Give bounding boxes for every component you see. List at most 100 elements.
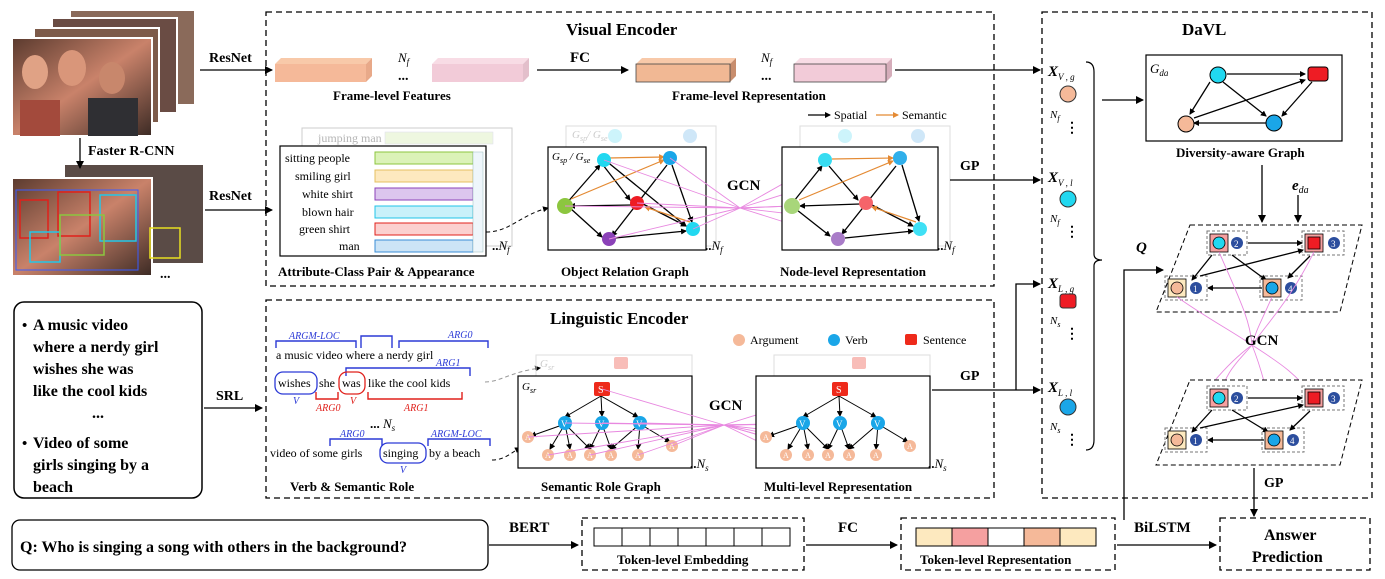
multi-level-caption: Multi-level Representation — [764, 479, 913, 494]
object-graph-caption: Object Relation Graph — [561, 264, 690, 279]
frame-features-caption: Frame-level Features — [333, 88, 451, 103]
frame-rep-caption: Frame-level Representation — [672, 88, 827, 103]
ml-node-v2: V — [836, 419, 843, 429]
frame-rep-block-2 — [793, 58, 892, 83]
sentence2-suffix: by a beach — [429, 446, 480, 460]
legend-semantic: Semantic — [902, 108, 947, 122]
tag-arg0-1: ARG0 — [447, 330, 472, 341]
ns-ml-graph: ..Ns — [928, 456, 947, 473]
tag-arg1-1: ARG1 — [435, 358, 460, 369]
ml-node-a5: A — [846, 451, 852, 460]
davl-gp-label: GP — [1264, 476, 1284, 491]
linguistic-encoder: Linguistic Encoder Argument Verb Sentenc… — [265, 280, 1041, 499]
sr-node-a2: A — [545, 451, 551, 460]
answer-prediction: Answer Prediction — [1219, 517, 1371, 571]
legend-argument: Argument — [750, 333, 799, 347]
faster-rcnn-label: Faster R-CNN — [88, 144, 174, 159]
question-box: Q: Who is singing a song with others in … — [11, 519, 489, 571]
ns-sr-graph: ..Ns — [690, 456, 709, 473]
token-rep-caption: Token-level Representation — [920, 552, 1072, 567]
nf-node: ..Nf — [937, 238, 956, 255]
xlg-arrow — [1015, 280, 1041, 390]
attr-to-graph-arrow — [485, 206, 549, 233]
tag-arg1-2: ARG1 — [403, 403, 428, 414]
question-text: Q: Who is singing a song with others in … — [20, 539, 407, 556]
caption-bullet-1: • — [22, 318, 27, 334]
detected-frames — [11, 163, 206, 277]
srl-to-graph-arrow — [491, 447, 521, 461]
up-num-3: 3 — [1331, 239, 1336, 249]
object-relation-graph: Gsp/ Gse Gsp / Gse — [547, 125, 717, 251]
tag-v-2: V — [350, 396, 358, 407]
sr-node-a5: A — [608, 451, 614, 460]
caption-dots: ... — [92, 405, 104, 422]
q-arrow — [1123, 266, 1164, 520]
ellipsis-top-1: ... — [398, 69, 409, 84]
low-num-4: 4 — [1290, 436, 1295, 446]
ml-node-a2: A — [783, 451, 789, 460]
node-level-caption: Node-level Representation — [780, 264, 927, 279]
col-dots-2: ⋮ — [1065, 225, 1079, 240]
caption1-line4: like the cool kids — [33, 383, 147, 400]
caption-bullet-2: • — [22, 436, 27, 452]
linguistic-gcn-label: GCN — [709, 398, 743, 414]
attr-caption: Attribute-Class Pair & Appearance — [278, 264, 475, 279]
ghost-label: jumping man — [317, 131, 382, 145]
captions-box: • A music video where a nerdy girl wishe… — [13, 301, 203, 499]
caption1-line2: where a nerdy girl — [33, 339, 159, 356]
sentence2-prefix: video of some girls — [270, 446, 363, 460]
ml-node-a4: A — [825, 451, 831, 460]
srl-label: SRL — [216, 389, 243, 404]
word-singing: singing — [383, 446, 418, 460]
caption2-line2: girls singing by a — [33, 457, 149, 474]
sr-node-a4: A — [587, 451, 593, 460]
node-level-graph — [781, 125, 951, 251]
ml-node-a1: A — [763, 433, 769, 442]
ml-node-a3: A — [805, 451, 811, 460]
diversity-aware-graph: Gda — [1145, 54, 1343, 142]
attr-bars — [374, 151, 484, 253]
ellipsis-top-2: ... — [761, 69, 772, 84]
sentence1-suffix: like the cool kids — [368, 376, 451, 390]
fc-top-label: FC — [570, 50, 590, 66]
verb-role-caption: Verb & Semantic Role — [290, 479, 414, 494]
tag-arg0-3: ARG0 — [339, 429, 364, 440]
word-was: was — [342, 376, 361, 390]
low-num-3: 3 — [1331, 394, 1336, 404]
ghost-sr-label: Gsr — [540, 358, 555, 372]
col-dots-1: ⋮ — [1065, 121, 1079, 136]
xvl-label: XV , l — [1047, 170, 1073, 188]
bert-label: BERT — [509, 520, 549, 536]
visual-gcn-label: GCN — [727, 178, 761, 194]
davl-graph-upper: 2 3 1 4 — [1155, 224, 1363, 313]
word-wishes: wishes — [278, 376, 311, 390]
ns-col-1: Ns — [1049, 315, 1060, 329]
bilstm-label: BiLSTM — [1134, 520, 1191, 536]
attr-2: smiling girl — [295, 169, 351, 183]
token-embedding-caption: Token-level Embedding — [617, 552, 749, 567]
sr-node-a7: A — [669, 442, 675, 451]
resnet-top-label: ResNet — [209, 51, 252, 66]
semantic-graph-caption: Semantic Role Graph — [541, 479, 662, 494]
nf-top-1: Nf — [397, 50, 411, 67]
caption1-line1: A music video — [33, 317, 128, 334]
ml-node-v3: V — [874, 419, 881, 429]
attr-3: white shirt — [302, 187, 354, 201]
video-frames — [11, 9, 196, 137]
up-num-2: 2 — [1234, 239, 1239, 249]
srl-sentence-1: ARGM-LOC ARG0 a music video where a nerd… — [274, 330, 489, 414]
nf-graph: ..Nf — [705, 238, 724, 255]
ml-node-a6: A — [873, 451, 879, 460]
up-num-1: 1 — [1193, 284, 1198, 294]
legend-sentence: Sentence — [923, 333, 966, 347]
ling-gp-label: GP — [960, 369, 980, 384]
up-num-4: 4 — [1288, 284, 1293, 294]
q-label: Q — [1136, 240, 1147, 256]
sentence1-prefix: a music video where a nerdy girl — [276, 348, 434, 362]
visual-encoder: Visual Encoder Nf ... Frame-level Featur… — [265, 11, 1041, 287]
sr-node-s: S — [598, 385, 604, 396]
srl-sentence-2: ARG0 ARGM-LOC video of some girls singin… — [270, 429, 491, 476]
visual-gp-label: GP — [960, 159, 980, 174]
fc-bottom-label: FC — [838, 520, 858, 536]
